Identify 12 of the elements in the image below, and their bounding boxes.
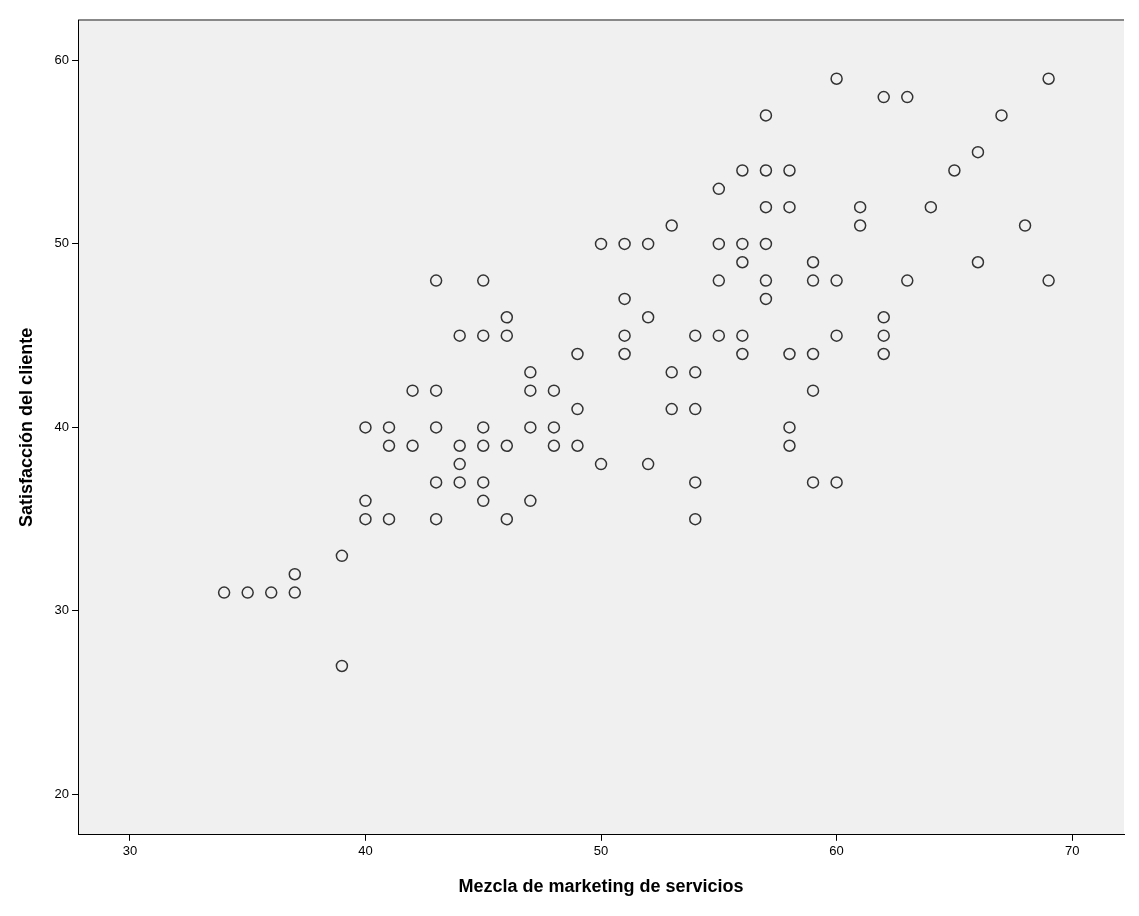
x-tick-label: 70 (1064, 843, 1080, 859)
y-axis-title: Satisfacción del cliente (15, 327, 36, 527)
x-tick-label: 60 (829, 843, 844, 859)
x-tick-label: 40 (358, 843, 373, 859)
y-tick-label: 20 (54, 786, 70, 802)
x-tick-label: 30 (122, 843, 138, 859)
y-tick-label: 60 (54, 51, 70, 67)
y-tick-label: 30 (54, 602, 70, 618)
x-axis-title: Mezcla de marketing de servicios (458, 876, 744, 897)
x-tick-label: 50 (593, 843, 609, 859)
y-tick-label: 40 (54, 418, 70, 434)
y-tick-label: 50 (54, 235, 70, 251)
